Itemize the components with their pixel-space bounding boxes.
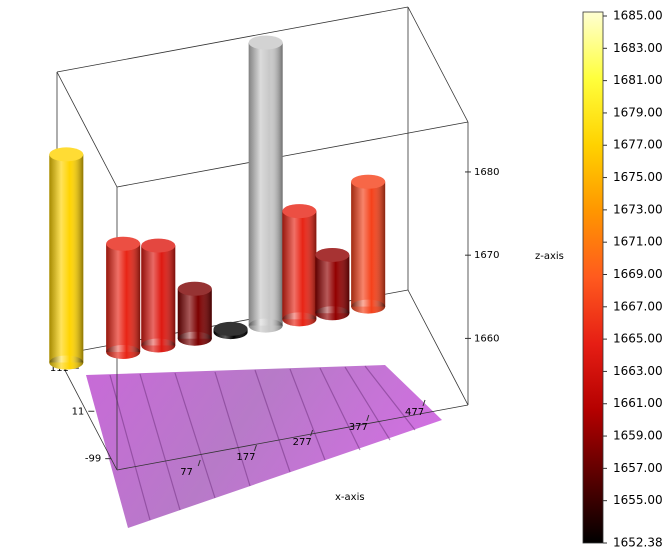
- colorbar-tick-label: 1673.00: [613, 202, 663, 216]
- bar-shade: [282, 312, 317, 327]
- bar-top-light: [351, 174, 386, 189]
- bar-shade: [141, 245, 176, 346]
- box-edge: [407, 6, 469, 123]
- bar: [315, 247, 350, 321]
- bar-top: [106, 236, 141, 251]
- bar-shade: [248, 318, 283, 333]
- bar: [282, 204, 317, 327]
- colorbar-scale: [582, 11, 604, 544]
- x-tick-label: 377: [349, 422, 368, 433]
- colorbar-tick-label: 1667.00: [613, 299, 663, 313]
- colorbar-tick-label: 1677.00: [613, 138, 663, 152]
- bar-top-light: [49, 147, 84, 162]
- bar-top: [315, 247, 350, 262]
- colorbar-tick-label: 1681.00: [613, 73, 663, 87]
- box-edge: [116, 121, 469, 188]
- x-tick: [422, 399, 426, 407]
- bar-top-light: [315, 247, 350, 262]
- colorbar-tick-label: 1671.00: [613, 235, 663, 249]
- bar: [248, 35, 283, 333]
- bar-top-light: [106, 236, 141, 251]
- bar-top: [282, 204, 317, 219]
- colorbar-tick-label: 1655.00: [613, 493, 663, 507]
- colorbar-tick-label: 1652.38: [613, 536, 663, 550]
- bar-top: [177, 281, 212, 296]
- x-tick: [197, 459, 201, 467]
- colorbar-tick-label: 1679.00: [613, 105, 663, 119]
- bar: [49, 147, 84, 370]
- bar: [351, 174, 386, 314]
- colorbar-tick-label: 1675.00: [613, 170, 663, 184]
- box-edge: [56, 6, 409, 73]
- box-edge: [56, 354, 118, 471]
- colorbar-tick-label: 1669.00: [613, 267, 663, 281]
- bar-top-light: [177, 281, 212, 296]
- colorbar: 1652.38 1655.00 1657.00 1659.00 1661.00 1663.…: [582, 9, 663, 550]
- bar: [213, 321, 248, 340]
- colorbar-tick-label: 1663.00: [613, 364, 663, 378]
- x-tick: [366, 414, 370, 422]
- x-axis-title: x-axis: [335, 492, 365, 503]
- bar-shade: [141, 338, 176, 353]
- bar-top-light: [141, 238, 176, 253]
- bar-shade: [106, 344, 141, 359]
- floor-image: [86, 365, 442, 528]
- x-tick: [253, 444, 257, 452]
- colorbar-tick-label: 1657.00: [613, 461, 663, 475]
- x-tick-label: 177: [236, 452, 255, 463]
- bar-shade: [177, 288, 212, 339]
- bar-shade: [177, 331, 212, 346]
- bar-top-light: [248, 35, 283, 50]
- y-tick-label: -99: [85, 454, 101, 465]
- bar: [106, 236, 141, 359]
- box-edge: [56, 71, 118, 188]
- bar-top: [141, 238, 176, 253]
- bar-shade: [351, 181, 386, 307]
- bar-top: [351, 174, 386, 189]
- bar-shade: [106, 243, 141, 352]
- z-tick-label: 1670: [474, 250, 499, 261]
- x-tick-label: 277: [293, 437, 312, 448]
- colorbar-tick-label: 1685.00: [613, 9, 663, 23]
- bar-shade: [315, 254, 350, 314]
- bar-top-light: [282, 204, 317, 219]
- bar-shade: [49, 355, 84, 370]
- z-axis-title: z-axis: [535, 251, 564, 262]
- bar: [177, 281, 212, 346]
- bar-shade: [248, 42, 283, 326]
- colorbar-tick-label: 1683.00: [613, 41, 663, 55]
- bar-top: [49, 147, 84, 162]
- x-tick-label: 477: [405, 407, 424, 418]
- z-tick-label: 1680: [474, 167, 499, 178]
- colorbar-tick-label: 1661.00: [613, 396, 663, 410]
- bar-top-light: [213, 321, 248, 336]
- box-edge: [116, 404, 469, 471]
- colorbar-tick-label: 1665.00: [613, 332, 663, 346]
- bar: [141, 238, 176, 353]
- floor-texture: [109, 365, 416, 521]
- bar-shade: [315, 306, 350, 321]
- box-edge: [407, 289, 469, 406]
- x-tick-label: 77: [180, 467, 193, 478]
- bar-top: [248, 35, 283, 50]
- y-tick-label: 11: [72, 406, 85, 417]
- z-tick-label: 1660: [474, 333, 499, 344]
- bar-shade: [49, 154, 84, 363]
- bar-shade: [282, 211, 317, 320]
- bar-shade: [351, 299, 386, 314]
- bar-top: [213, 321, 248, 336]
- colorbar-tick-label: 1659.00: [613, 429, 663, 443]
- x-tick: [310, 429, 314, 437]
